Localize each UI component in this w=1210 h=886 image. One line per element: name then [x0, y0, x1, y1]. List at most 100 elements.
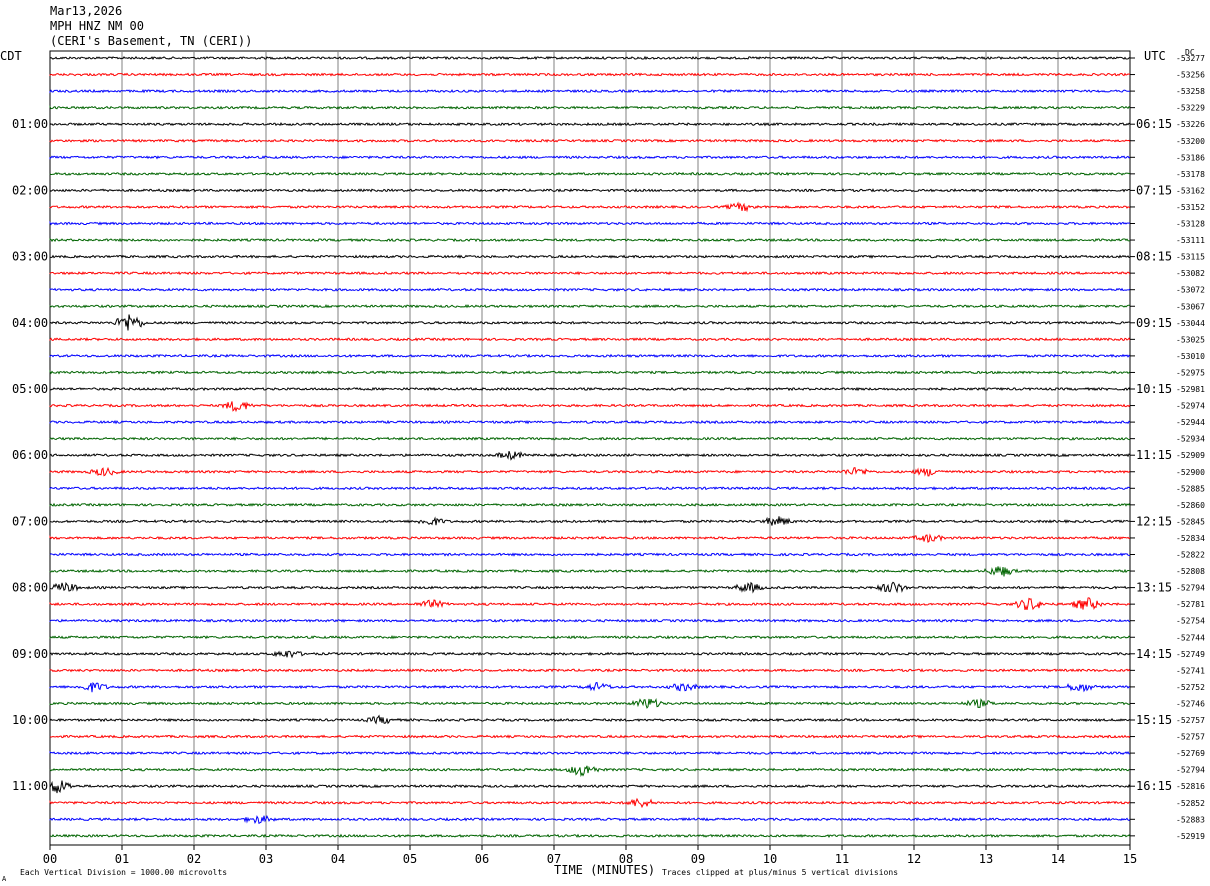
- dc-offset-label: -53229: [1176, 104, 1205, 113]
- x-tick-label: 02: [187, 852, 201, 866]
- x-tick-label: 07: [547, 852, 561, 866]
- seismic-trace: [49, 436, 1131, 441]
- seismic-trace: [49, 466, 1131, 477]
- x-tick-label: 03: [259, 852, 273, 866]
- seismic-trace: [49, 668, 1131, 673]
- seismic-trace: [49, 188, 1130, 193]
- seismic-trace: [49, 566, 1131, 577]
- dc-offset-label: -52900: [1176, 468, 1205, 477]
- x-tick-label: 00: [43, 852, 57, 866]
- dc-offset-label: -52816: [1176, 782, 1205, 791]
- right-hour-label: 06:15: [1136, 117, 1172, 131]
- right-hour-label: 12:15: [1136, 514, 1172, 528]
- dc-offset-label: -52741: [1176, 666, 1205, 675]
- left-hour-label: 04:00: [12, 316, 48, 330]
- dc-offset-label: -53067: [1176, 302, 1205, 311]
- dc-offset-label: -52860: [1176, 501, 1205, 510]
- clip-note: Traces clipped at plus/minus 5 vertical …: [662, 868, 899, 877]
- seismic-trace: [49, 552, 1130, 557]
- seismic-trace: [49, 750, 1131, 756]
- seismic-trace: [49, 618, 1131, 623]
- dc-offset-label: -52781: [1176, 600, 1205, 609]
- seismic-trace: [49, 337, 1131, 342]
- dc-offset-label: -53226: [1176, 120, 1205, 129]
- seismic-trace: [49, 533, 1131, 543]
- dc-offset-label: -53256: [1176, 71, 1205, 80]
- dc-offset-label: -53162: [1176, 186, 1205, 195]
- dc-offset-label: -52754: [1176, 617, 1205, 626]
- dc-offset-label: -52746: [1176, 699, 1205, 708]
- right-hour-label: 11:15: [1136, 448, 1172, 462]
- x-tick-label: 11: [835, 852, 849, 866]
- dc-offset-label: -53082: [1176, 269, 1205, 278]
- left-hour-label: 02:00: [12, 183, 48, 197]
- dc-offset-label: -52834: [1176, 534, 1205, 543]
- plot-frame: [49, 50, 1131, 846]
- left-hour-label: 09:00: [12, 647, 48, 661]
- x-tick-label: 10: [763, 852, 777, 866]
- dc-offset-label: -52749: [1176, 650, 1205, 659]
- dc-offset-label: -52975: [1176, 368, 1205, 377]
- dc-offset-label: -52757: [1176, 733, 1205, 742]
- left-hour-label: 08:00: [12, 581, 48, 595]
- right-hour-label: 14:15: [1136, 647, 1172, 661]
- seismic-trace: [49, 314, 1131, 331]
- seismic-trace: [49, 353, 1131, 359]
- dc-offset-label: -52808: [1176, 567, 1205, 576]
- x-axis-title: TIME (MINUTES): [554, 863, 656, 877]
- left-hour-label: 05:00: [12, 382, 48, 396]
- x-tick-label: 08: [619, 852, 633, 866]
- seismic-trace: [49, 386, 1131, 392]
- x-tick-label: 12: [907, 852, 921, 866]
- seismic-trace: [49, 516, 1131, 526]
- x-tick-label: 01: [115, 852, 129, 866]
- left-hour-label: 11:00: [12, 779, 48, 793]
- dc-offset-label: -53025: [1176, 335, 1205, 344]
- seismic-trace: [49, 55, 1131, 61]
- seismic-trace: [49, 369, 1131, 375]
- seismic-trace: [49, 815, 1131, 825]
- seismic-trace: [49, 714, 1131, 725]
- seismic-trace: [49, 72, 1131, 77]
- seismic-trace: [49, 797, 1131, 809]
- seismic-trace: [49, 88, 1130, 94]
- dc-offset-label: -53072: [1176, 286, 1205, 295]
- dc-offset-label: -52885: [1176, 484, 1205, 493]
- dc-offset-label: -53258: [1176, 87, 1205, 96]
- seismic-trace: [49, 650, 1131, 659]
- dc-offset-label: -52794: [1176, 584, 1205, 593]
- seismic-trace: [49, 502, 1131, 507]
- right-hour-label: 16:15: [1136, 779, 1172, 793]
- left-hour-label: 07:00: [12, 514, 48, 528]
- seismic-trace: [49, 237, 1131, 243]
- seismic-trace: [49, 597, 1131, 611]
- seismic-trace: [49, 419, 1131, 425]
- seismic-trace: [49, 581, 1131, 594]
- seismic-trace: [49, 155, 1131, 160]
- dc-offset-label: -53186: [1176, 153, 1205, 162]
- dc-offset-label: -52757: [1176, 716, 1205, 725]
- seismic-trace: [49, 734, 1131, 739]
- dc-offset-label: -52752: [1176, 683, 1205, 692]
- seismic-trace: [49, 780, 1131, 794]
- seismic-trace: [49, 121, 1131, 127]
- seismic-trace: [49, 138, 1131, 143]
- seismic-trace: [49, 171, 1131, 176]
- dc-offset-label: -53277: [1176, 54, 1205, 63]
- x-tick-label: 14: [1051, 852, 1065, 866]
- seismic-trace: [49, 271, 1131, 276]
- dc-offset-label: -53128: [1176, 220, 1205, 229]
- left-hour-label: 01:00: [12, 117, 48, 131]
- dc-offset-label: -52744: [1176, 633, 1205, 642]
- right-hour-label: 08:15: [1136, 250, 1172, 264]
- x-tick-label: 06: [475, 852, 489, 866]
- seismic-trace: [49, 220, 1131, 226]
- dc-offset-label: -53111: [1176, 236, 1205, 245]
- dc-offset-label: -53115: [1176, 253, 1205, 262]
- scale-note: Each Vertical Division = 1000.00 microvo…: [20, 868, 228, 877]
- x-tick-label: 13: [979, 852, 993, 866]
- dc-offset-label: -52909: [1176, 451, 1205, 460]
- dc-offset-label: -53044: [1176, 319, 1205, 328]
- seismic-trace: [49, 254, 1131, 259]
- dc-offset-label: -53178: [1176, 170, 1205, 179]
